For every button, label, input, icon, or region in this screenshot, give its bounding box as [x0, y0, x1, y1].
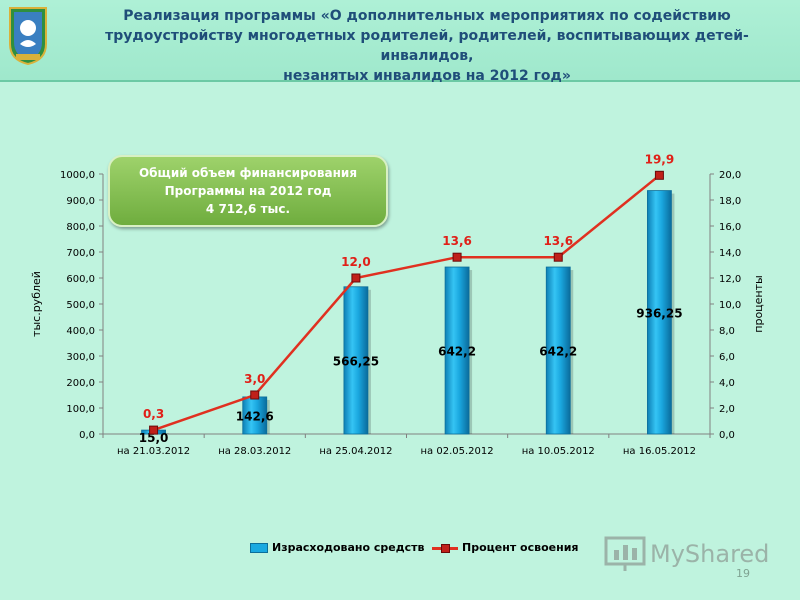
y2-tick-label: 10,0	[719, 300, 741, 311]
y2-tick-label: 18,0	[719, 196, 741, 207]
callout-line: Общий объем финансирования	[138, 166, 358, 180]
y2-axis-title: проценты	[752, 275, 765, 332]
line-marker	[351, 273, 361, 283]
y2-tick-label: 20,0	[719, 170, 741, 181]
callout-line: 4 712,6 тыс.	[205, 202, 291, 216]
bar-data-label: 566,25	[333, 354, 379, 368]
y-tick-label: 500,0	[66, 300, 95, 311]
legend-label-spent: Израсходовано средств	[272, 541, 425, 554]
watermark-text: MyShared	[650, 540, 770, 568]
watermark-logo: MyShared	[604, 536, 769, 572]
y-tick-label: 1000,0	[60, 170, 95, 181]
line-swatch-icon	[432, 542, 458, 554]
financing-total-callout: Общий объем финансирования Программы на …	[108, 155, 388, 227]
y2-tick-label: 14,0	[719, 248, 741, 259]
page-title: Реализация программы «О дополнительных м…	[62, 6, 792, 86]
bar-data-label: 142,6	[236, 409, 274, 423]
y-tick-label: 200,0	[66, 378, 95, 389]
line-data-label: 19,9	[645, 152, 675, 166]
bar-data-label: 642,2	[539, 345, 577, 359]
callout-line: Программы на 2012 год	[164, 184, 332, 198]
y2-tick-label: 0,0	[719, 430, 735, 441]
legend-item-percent: Процент освоения	[432, 541, 578, 554]
y-tick-label: 0,0	[79, 430, 95, 441]
line-marker	[250, 390, 260, 400]
page-number: 19	[736, 567, 750, 580]
y2-tick-label: 2,0	[719, 404, 735, 415]
bar	[343, 286, 369, 435]
x-tick-label: на 28.03.2012	[218, 446, 291, 457]
x-tick-label: на 21.03.2012	[117, 446, 190, 457]
y-tick-label: 900,0	[66, 196, 95, 207]
percent-line	[153, 174, 661, 432]
line-marker	[654, 170, 664, 180]
coat-of-arms-icon	[9, 7, 47, 66]
y-tick-label: 400,0	[66, 326, 95, 337]
title-line: незанятых инвалидов на 2012 год»	[283, 68, 571, 84]
line-marker	[149, 425, 159, 435]
line-data-label: 3,0	[244, 372, 265, 386]
y2-tick-label: 4,0	[719, 378, 735, 389]
bar	[444, 266, 470, 435]
line-data-label: 0,3	[143, 407, 164, 421]
presentation-icon	[604, 536, 646, 571]
y-axis-title: тыс.рублей	[30, 271, 43, 337]
x-tick-label: на 10.05.2012	[522, 446, 595, 457]
y-tick-label: 700,0	[66, 248, 95, 259]
bar	[242, 396, 268, 435]
bar	[545, 266, 571, 435]
y2-tick-label: 12,0	[719, 274, 741, 285]
y2-tick-label: 16,0	[719, 222, 741, 233]
y-tick-label: 800,0	[66, 222, 95, 233]
y-tick-label: 300,0	[66, 352, 95, 363]
bar-data-label: 642,2	[438, 345, 476, 359]
y-tick-label: 600,0	[66, 274, 95, 285]
x-tick-label: на 02.05.2012	[421, 446, 494, 457]
header-banner: Реализация программы «О дополнительных м…	[0, 0, 800, 84]
line-data-label: 12,0	[341, 255, 371, 269]
y2-tick-label: 8,0	[719, 326, 735, 337]
line-data-label: 13,6	[442, 234, 472, 248]
x-tick-label: на 16.05.2012	[623, 446, 696, 457]
line-marker	[452, 252, 462, 262]
bar-swatch-icon	[250, 542, 268, 553]
line-marker	[553, 252, 563, 262]
y-tick-label: 100,0	[66, 404, 95, 415]
legend-label-percent: Процент освоения	[462, 541, 579, 554]
bar-data-label: 15,0	[139, 431, 169, 445]
title-line: трудоустройству многодетных родителей, р…	[105, 28, 749, 64]
bar	[647, 190, 672, 435]
title-line: Реализация программы «О дополнительных м…	[123, 8, 731, 24]
x-tick-label: на 25.04.2012	[319, 446, 392, 457]
bar-data-label: 936,25	[636, 306, 682, 320]
y2-tick-label: 6,0	[719, 352, 735, 363]
line-data-label: 13,6	[543, 234, 573, 248]
legend-item-spent: Израсходовано средств	[250, 541, 424, 554]
